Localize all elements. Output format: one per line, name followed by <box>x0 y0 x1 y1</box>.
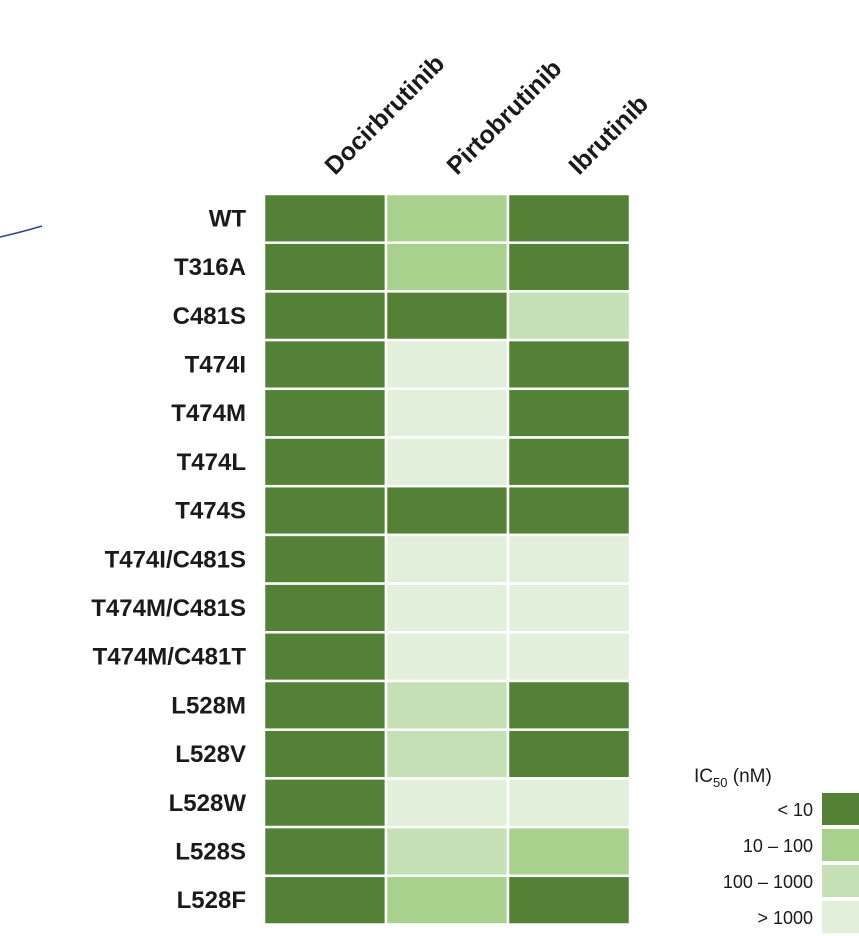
cell-t474m-c481t-pirtobrutinib <box>384 631 510 683</box>
row-label-t316a: T316A <box>174 254 246 281</box>
row-label-wt: WT <box>209 205 247 232</box>
cell-c481s-docirbrutinib <box>262 290 388 342</box>
row-label-t474m-c481s: T474M/C481S <box>91 595 246 622</box>
row-label-t474m: T474M <box>171 400 246 427</box>
legend-swatch-2 <box>822 865 859 897</box>
legend-label-2: 100 – 1000 <box>723 872 813 892</box>
legend-swatch-1 <box>822 829 859 861</box>
cell-l528f-pirtobrutinib <box>384 874 510 926</box>
row-label-t474m-c481t: T474M/C481T <box>93 644 247 671</box>
cell-t474m-pirtobrutinib <box>384 387 510 439</box>
legend-swatch-3 <box>822 901 859 933</box>
cell-wt-pirtobrutinib <box>384 192 510 244</box>
stray-line <box>0 225 43 238</box>
cell-t474s-docirbrutinib <box>262 484 388 537</box>
legend-label-0: < 10 <box>777 800 813 820</box>
cell-l528w-docirbrutinib <box>262 777 388 829</box>
cell-t474l-ibrutinib <box>506 436 632 488</box>
cell-t474m-c481s-docirbrutinib <box>262 582 388 634</box>
cell-t474i-c481s-pirtobrutinib <box>384 533 510 585</box>
cell-t474i-pirtobrutinib <box>384 338 510 391</box>
legend-swatch-0 <box>822 793 859 825</box>
row-label-l528v: L528V <box>175 741 246 768</box>
cell-l528s-pirtobrutinib <box>384 825 510 878</box>
cell-t474m-c481s-ibrutinib <box>506 582 632 634</box>
cell-l528m-pirtobrutinib <box>384 679 510 731</box>
cell-t474i-c481s-ibrutinib <box>506 533 632 585</box>
legend-label-1: 10 – 100 <box>743 836 813 856</box>
cell-t474i-c481s-docirbrutinib <box>262 533 388 585</box>
cell-l528v-docirbrutinib <box>262 728 388 780</box>
row-label-l528s: L528S <box>175 838 246 865</box>
cell-t316a-pirtobrutinib <box>384 241 510 293</box>
cell-t474s-pirtobrutinib <box>384 484 510 537</box>
cell-t316a-docirbrutinib <box>262 241 388 293</box>
column-label-ibrutinib: Ibrutinib <box>563 90 653 180</box>
cell-t474i-ibrutinib <box>506 338 632 391</box>
cell-l528m-docirbrutinib <box>262 679 388 731</box>
row-label-t474s: T474S <box>175 498 246 525</box>
row-label-l528f: L528F <box>177 887 246 914</box>
cell-l528v-pirtobrutinib <box>384 728 510 780</box>
heatmap-cells <box>262 192 632 926</box>
cell-c481s-pirtobrutinib <box>384 290 510 342</box>
legend-label-3: > 1000 <box>757 908 813 928</box>
row-labels: WT T316A C481S T474I T474M T474L T474S T474I/C4… <box>91 205 246 914</box>
cell-t474m-c481s-pirtobrutinib <box>384 582 510 634</box>
column-label-pirtobrutinib: Pirtobrutinib <box>441 54 567 180</box>
cell-l528s-docirbrutinib <box>262 825 388 878</box>
row-label-t474i-c481s: T474I/C481S <box>105 546 246 573</box>
row-label-l528w: L528W <box>169 790 247 817</box>
cell-l528v-ibrutinib <box>506 728 632 780</box>
cell-l528m-ibrutinib <box>506 679 632 731</box>
cell-wt-ibrutinib <box>506 192 632 244</box>
legend: IC50 (nM) < 10 10 – 100 100 – 1000 > 1000 <box>694 766 859 933</box>
cell-c481s-ibrutinib <box>506 290 632 342</box>
cell-t316a-ibrutinib <box>506 241 632 293</box>
cell-l528f-ibrutinib <box>506 874 632 926</box>
row-label-c481s: C481S <box>173 303 246 330</box>
cell-t474m-c481t-docirbrutinib <box>262 631 388 683</box>
cell-t474m-ibrutinib <box>506 387 632 439</box>
cell-l528w-ibrutinib <box>506 777 632 829</box>
cell-wt-docirbrutinib <box>262 192 388 244</box>
row-label-t474l: T474L <box>177 449 246 476</box>
cell-t474l-docirbrutinib <box>262 436 388 488</box>
row-label-l528m: L528M <box>171 692 246 719</box>
cell-l528w-pirtobrutinib <box>384 777 510 829</box>
legend-title: IC50 (nM) <box>694 766 772 790</box>
cell-l528f-docirbrutinib <box>262 874 388 926</box>
column-label-docirbrutinib: Docirbrutinib <box>319 49 450 180</box>
cell-t474m-docirbrutinib <box>262 387 388 439</box>
cell-l528s-ibrutinib <box>506 825 632 878</box>
cell-t474s-ibrutinib <box>506 484 632 537</box>
cell-t474m-c481t-ibrutinib <box>506 631 632 683</box>
row-label-t474i: T474I <box>185 351 246 378</box>
cell-t474i-docirbrutinib <box>262 338 388 391</box>
cell-t474l-pirtobrutinib <box>384 436 510 488</box>
